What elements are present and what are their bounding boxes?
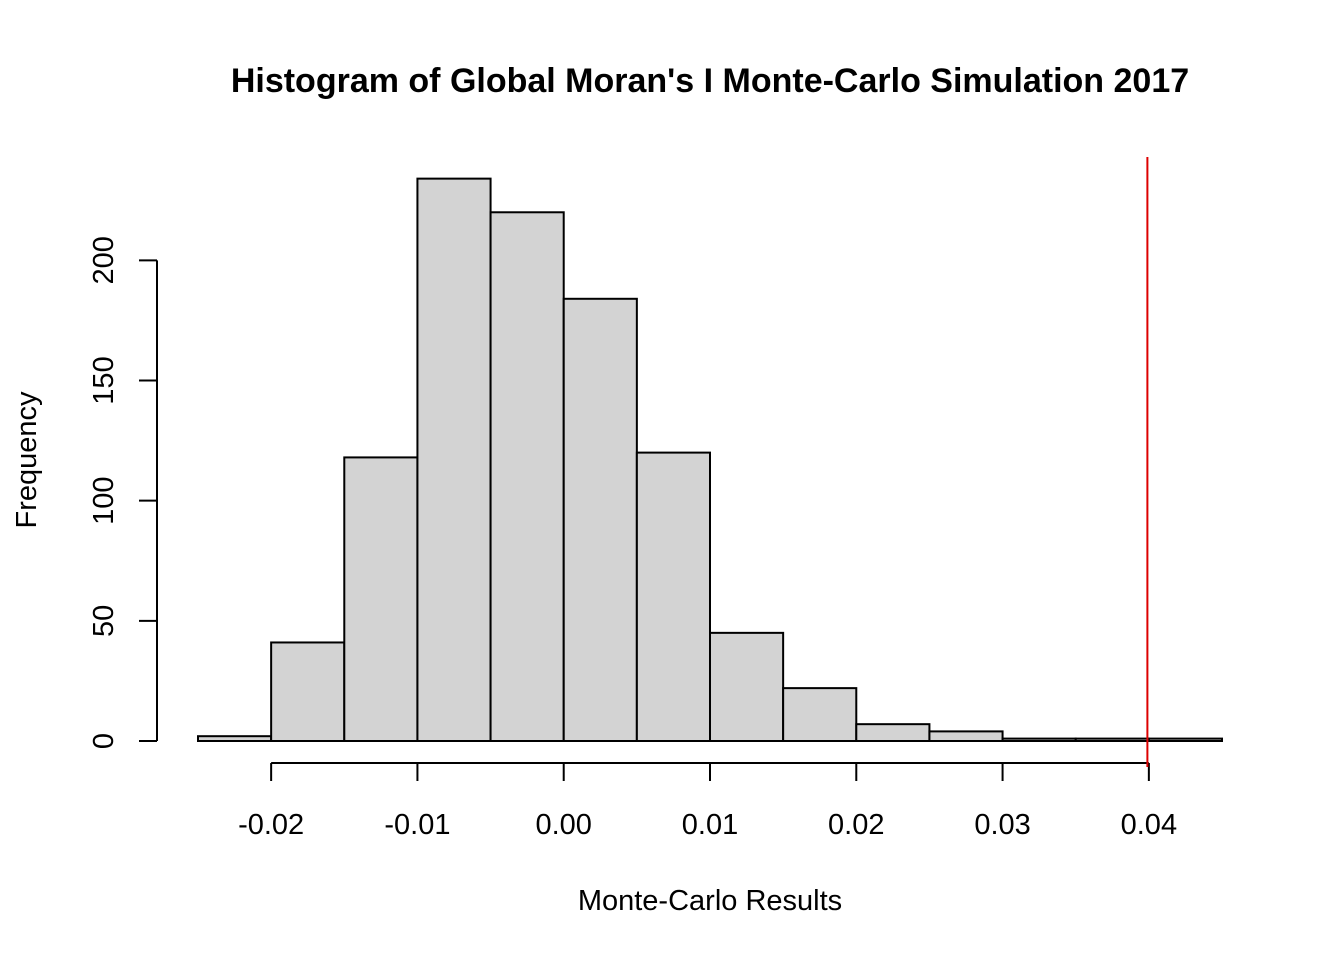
histogram-bar-6 [635, 451, 711, 742]
histogram-bar-12 [1074, 737, 1150, 742]
x-tick-label-6: 0.04 [1121, 809, 1177, 841]
x-tick-label-2: 0.00 [535, 809, 591, 841]
x-tick-label-4: 0.02 [828, 809, 884, 841]
histogram-bar-0 [197, 735, 273, 743]
histogram-bar-8 [782, 687, 858, 742]
histogram-bar-1 [270, 641, 346, 743]
x-tick-label-3: 0.01 [682, 809, 738, 841]
histogram-bar-7 [709, 631, 785, 743]
histogram-bar-2 [343, 456, 419, 742]
histogram-bar-4 [489, 211, 565, 743]
y-tick-label-1: 50 [88, 605, 120, 637]
x-axis: -0.02 -0.01 0.00 0.01 0.02 0.03 0.04 [238, 762, 1177, 841]
y-axis: 0 50 100 150 200 [88, 236, 158, 749]
histogram-bar-11 [1001, 737, 1077, 742]
histogram-bar-10 [928, 730, 1004, 743]
y-tick-label-4: 200 [88, 236, 120, 284]
x-tick-label-0: -0.02 [238, 809, 304, 841]
x-tick-label-5: 0.03 [974, 809, 1030, 841]
y-axis-label: Frequency [11, 391, 43, 529]
chart-title: Histogram of Global Moran's I Monte-Carl… [231, 62, 1189, 100]
histogram-bar-3 [416, 177, 492, 742]
histogram-bar-5 [562, 297, 638, 742]
x-axis-label: Monte-Carlo Results [578, 885, 842, 917]
x-tick-label-1: -0.01 [384, 809, 450, 841]
bars-layer [197, 177, 1224, 743]
histogram-bar-9 [855, 723, 931, 742]
y-tick-label-0: 0 [88, 733, 120, 749]
y-tick-label-2: 100 [88, 476, 120, 524]
y-tick-label-3: 150 [88, 356, 120, 404]
histogram-bar-13 [1147, 737, 1224, 742]
